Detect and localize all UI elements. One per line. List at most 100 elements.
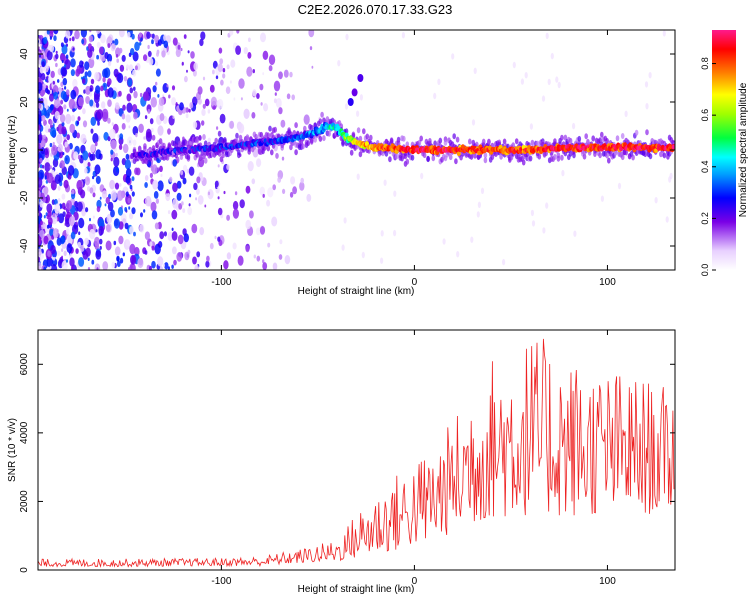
noise-blob bbox=[470, 236, 474, 243]
noise-blob bbox=[617, 182, 622, 190]
noise-blob bbox=[63, 179, 69, 189]
noise-blob bbox=[471, 119, 476, 126]
noise-blob bbox=[54, 203, 61, 214]
y-tick-label: 0 bbox=[19, 147, 30, 153]
noise-blob bbox=[289, 191, 294, 198]
noise-blob bbox=[81, 38, 85, 45]
noise-blob bbox=[113, 68, 119, 77]
noise-blob bbox=[129, 212, 134, 220]
noise-blob bbox=[99, 245, 102, 250]
noise-blob bbox=[196, 251, 201, 258]
noise-blob bbox=[119, 257, 124, 264]
noise-blob bbox=[44, 162, 51, 172]
noise-blob bbox=[134, 41, 140, 51]
noise-blob bbox=[171, 231, 178, 241]
noise-blob bbox=[192, 256, 197, 265]
signal-halo bbox=[266, 145, 271, 152]
noise-blob bbox=[271, 216, 278, 227]
noise-blob bbox=[311, 65, 314, 69]
snr-frame bbox=[37, 329, 676, 571]
noise-blob bbox=[192, 69, 197, 77]
noise-blob bbox=[129, 263, 136, 270]
noise-blob bbox=[84, 237, 89, 246]
signal-halo bbox=[275, 152, 279, 159]
signal-halo bbox=[605, 138, 609, 144]
noise-blob bbox=[199, 227, 205, 236]
noise-blob bbox=[89, 87, 93, 92]
noise-blob bbox=[102, 68, 108, 79]
noise-blob bbox=[126, 102, 133, 113]
noise-blob bbox=[259, 186, 265, 196]
signal-halo bbox=[563, 134, 568, 141]
noise-blob bbox=[545, 32, 549, 40]
noise-blob bbox=[113, 240, 117, 246]
noise-blob bbox=[234, 191, 238, 196]
noise-blob bbox=[56, 229, 59, 233]
noise-blob bbox=[89, 228, 96, 240]
noise-blob bbox=[53, 91, 59, 100]
noise-blob bbox=[278, 71, 283, 80]
noise-blob bbox=[43, 235, 49, 245]
noise-blob bbox=[65, 54, 69, 59]
signal-halo bbox=[270, 149, 274, 156]
noise-blob bbox=[179, 102, 184, 111]
noise-blob bbox=[189, 102, 194, 109]
noise-blob bbox=[473, 67, 477, 75]
noise-blob bbox=[172, 198, 179, 209]
signal-halo bbox=[195, 137, 199, 144]
noise-blob bbox=[75, 206, 79, 212]
signal-halo bbox=[615, 135, 620, 142]
noise-blob bbox=[54, 174, 61, 185]
noise-blob bbox=[283, 69, 289, 78]
noise-blob bbox=[150, 201, 157, 212]
noise-blob bbox=[118, 90, 122, 97]
noise-blob bbox=[171, 209, 178, 220]
noise-blob bbox=[38, 110, 42, 119]
noise-blob bbox=[100, 34, 106, 44]
noise-blob bbox=[128, 125, 131, 129]
noise-blob bbox=[70, 159, 73, 163]
noise-blob bbox=[110, 157, 113, 162]
noise-blob bbox=[52, 80, 55, 85]
signal-halo bbox=[556, 155, 561, 162]
noise-blob bbox=[131, 207, 136, 215]
noise-blob bbox=[669, 172, 673, 180]
noise-blob bbox=[122, 104, 126, 111]
noise-blob bbox=[393, 229, 397, 237]
noise-blob bbox=[236, 30, 240, 34]
signal-halo bbox=[521, 159, 526, 166]
noise-blob bbox=[260, 32, 266, 43]
signal-halo bbox=[294, 122, 298, 129]
noise-blob bbox=[38, 248, 42, 256]
noise-blob bbox=[49, 165, 52, 170]
noise-blob bbox=[76, 120, 80, 125]
noise-blob bbox=[114, 38, 119, 46]
noise-blob bbox=[259, 83, 264, 91]
noise-blob bbox=[78, 231, 81, 235]
noise-blob bbox=[284, 255, 291, 265]
noise-blob bbox=[81, 208, 86, 217]
noise-blob bbox=[109, 179, 115, 190]
noise-blob bbox=[291, 94, 296, 101]
noise-blob bbox=[63, 104, 67, 110]
noise-blob bbox=[71, 36, 75, 42]
noise-blob bbox=[259, 226, 266, 235]
noise-blob bbox=[196, 188, 200, 195]
noise-blob bbox=[150, 97, 157, 108]
signal-halo bbox=[303, 125, 307, 132]
noise-blob bbox=[46, 50, 53, 61]
noise-blob bbox=[246, 66, 253, 77]
noise-blob bbox=[289, 71, 293, 78]
noise-blob bbox=[82, 120, 88, 128]
noise-blob bbox=[212, 60, 218, 69]
noise-blob bbox=[99, 238, 103, 245]
noise-blob bbox=[273, 98, 277, 104]
noise-blob bbox=[38, 235, 42, 246]
noise-blob bbox=[159, 113, 165, 122]
noise-blob bbox=[309, 46, 313, 51]
noise-blob bbox=[272, 262, 278, 270]
noise-blob bbox=[192, 121, 198, 129]
noise-blob bbox=[245, 245, 250, 253]
noise-blob bbox=[39, 200, 44, 208]
noise-blob bbox=[92, 175, 95, 180]
